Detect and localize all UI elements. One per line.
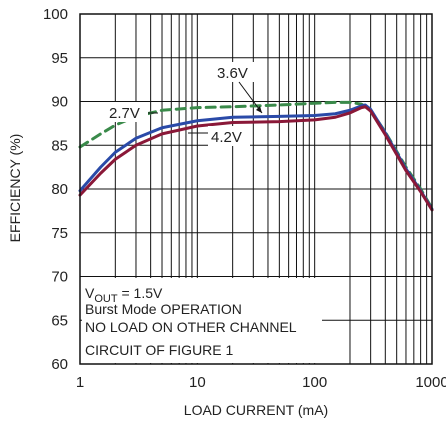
x-tick-label: 1000 — [415, 374, 446, 391]
note-burst-mode: Burst Mode OPERATION — [85, 301, 242, 317]
label-2-7v: 2.7V — [106, 102, 158, 122]
label-3-6v-box — [214, 62, 256, 82]
y-tick-label: 90 — [51, 94, 68, 111]
label-3-6v: 3.6V — [214, 62, 263, 114]
conditions-note-bg — [82, 278, 322, 363]
x-tick-label: 10 — [189, 374, 206, 391]
y-tick-label: 75 — [51, 225, 68, 242]
label-2-7v-box — [106, 102, 148, 122]
tick-labels: 60 65 70 75 80 85 90 95 100 1 10 100 1000 — [43, 6, 446, 391]
label-4-2v: 4.2V — [188, 126, 250, 146]
note-no-load: NO LOAD ON OTHER CHANNEL — [85, 319, 297, 335]
note-circuit: CIRCUIT OF FIGURE 1 — [85, 342, 234, 358]
label-3-6v-text: 3.6V — [217, 65, 248, 82]
y-tick-label: 65 — [51, 312, 68, 329]
series-lines — [78, 100, 434, 212]
label-3-6v-leader — [238, 81, 263, 114]
y-tick-label: 60 — [51, 356, 68, 373]
label-2-7v-text: 2.7V — [109, 105, 140, 122]
series-line — [78, 100, 434, 210]
label-4-2v-box — [208, 126, 250, 146]
note-vout: VOUT = 1.5V — [85, 285, 163, 305]
y-tick-label: 100 — [43, 6, 68, 23]
x-tick-label: 1 — [76, 374, 84, 391]
x-axis-title: LOAD CURRENT (mA) — [184, 402, 328, 418]
x-tick-label: 100 — [302, 374, 327, 391]
y-tick-label: 85 — [51, 137, 68, 154]
conditions-note: VOUT = 1.5V Burst Mode OPERATION NO LOAD… — [82, 278, 322, 363]
plot-frame — [79, 13, 433, 365]
y-tick-label: 95 — [51, 50, 68, 67]
y-tick-label: 70 — [51, 269, 68, 286]
label-4-2v-text: 4.2V — [211, 129, 242, 146]
series-line — [78, 105, 434, 212]
y-axis-title: EFFICIENCY (%) — [7, 134, 23, 243]
y-tick-label: 80 — [51, 181, 68, 198]
label-3-6v-arrow — [256, 106, 262, 113]
